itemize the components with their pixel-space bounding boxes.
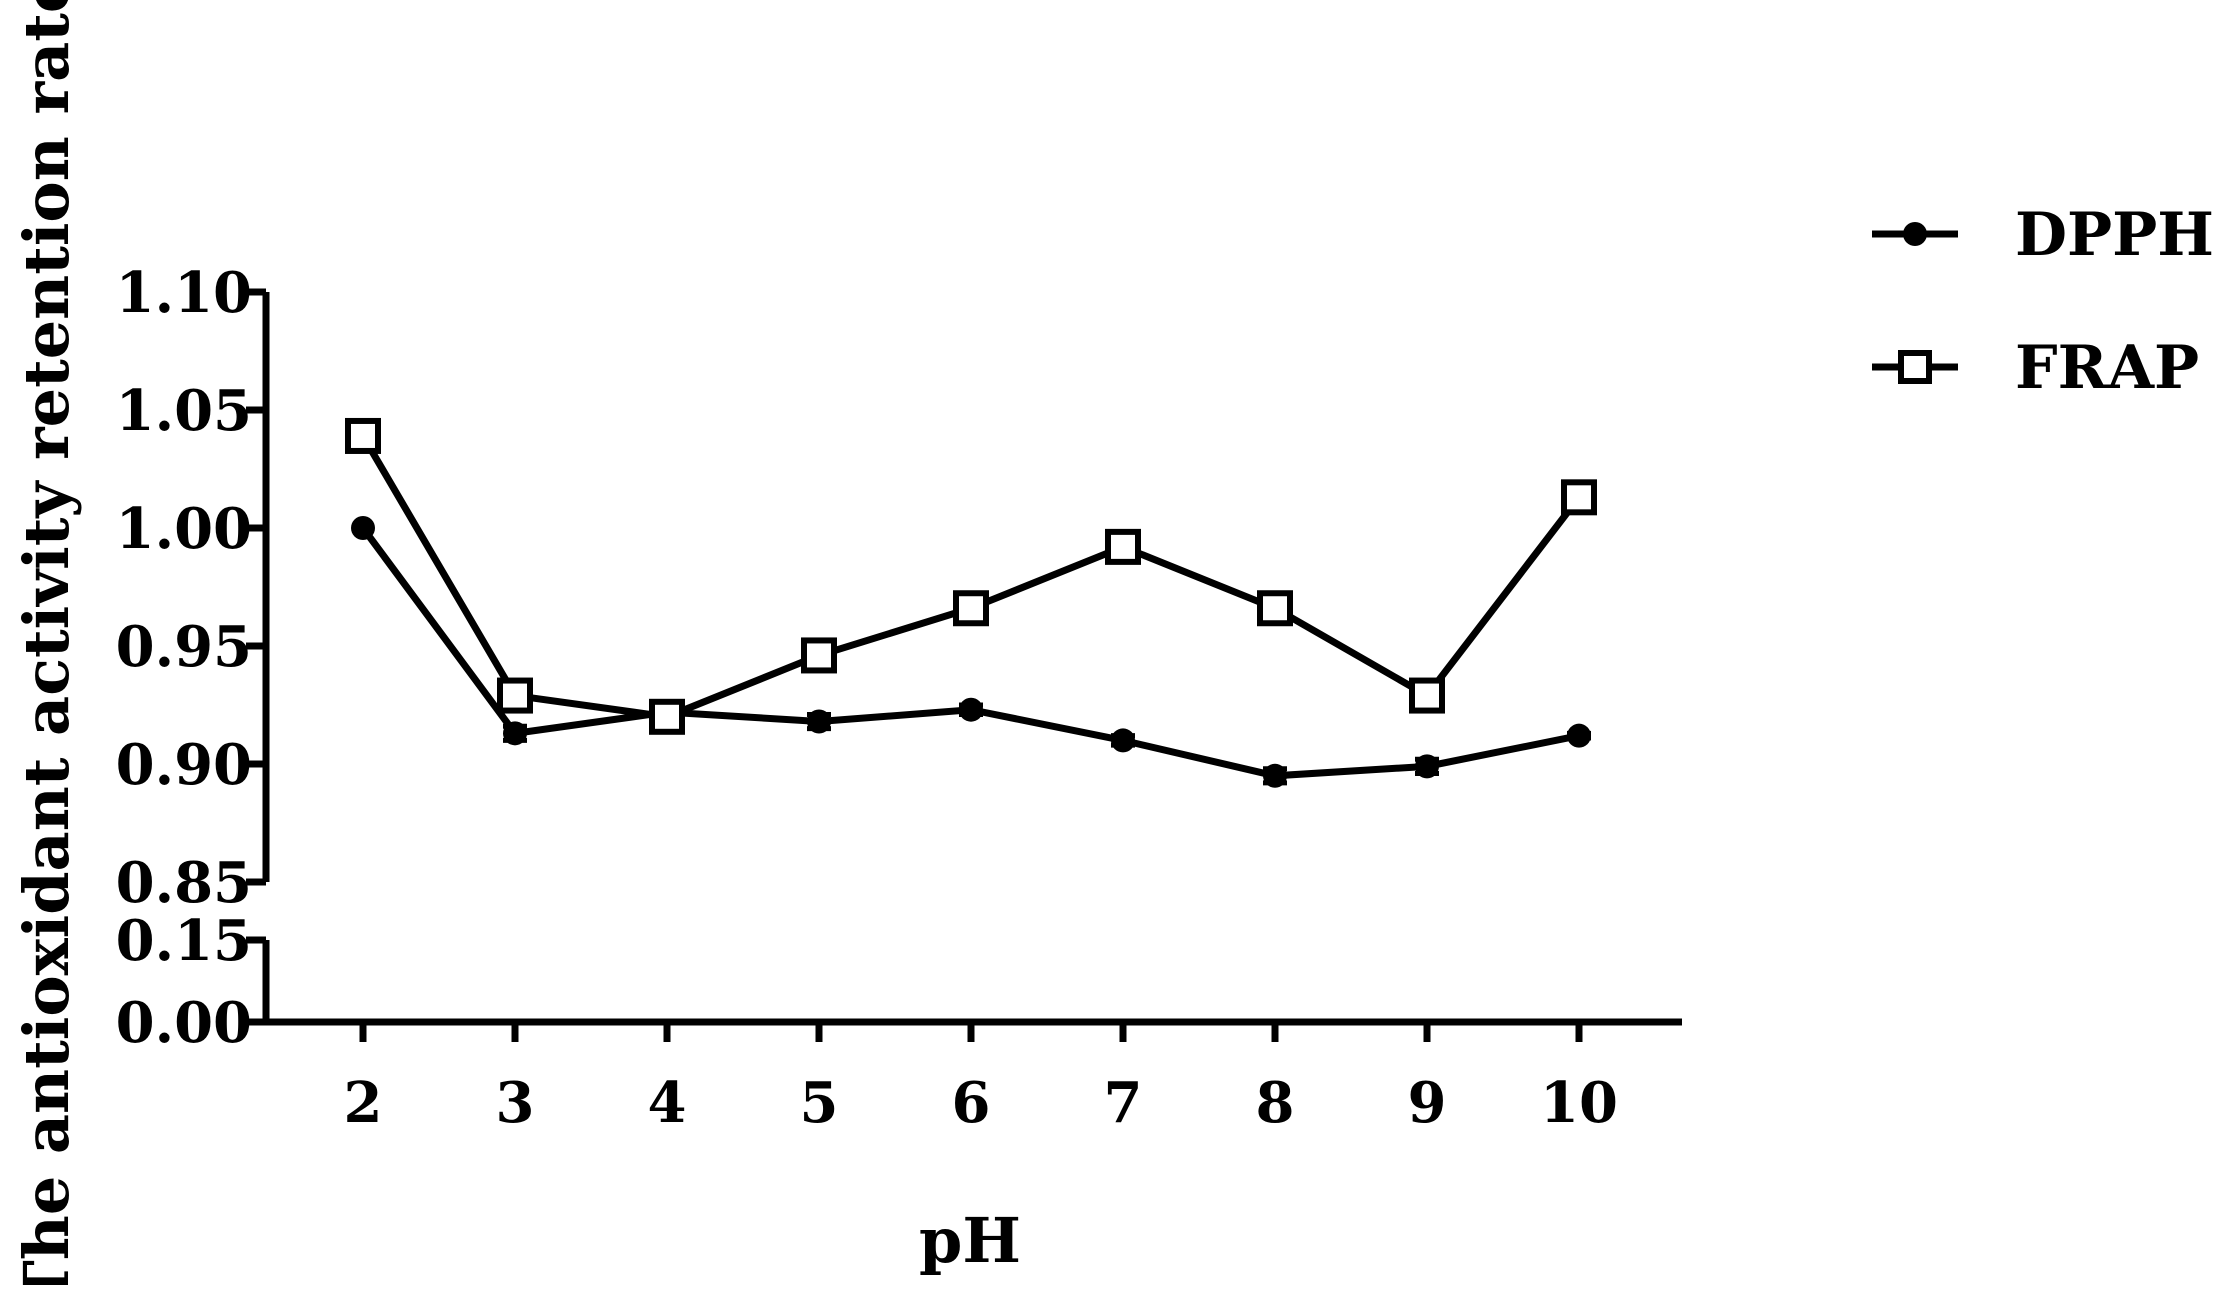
legend: DPPH FRAP	[1872, 200, 2214, 403]
x-tick-label: 7	[1104, 1070, 1143, 1136]
y-axis-title: The antioxidant activity retention rate	[10, 0, 83, 1285]
series-group	[345, 417, 1597, 788]
series-frap	[345, 417, 1597, 735]
y-tick-label: 0.90	[116, 732, 252, 798]
y-tick-label: 1.05	[116, 378, 252, 444]
legend-marker-frap	[1898, 350, 1932, 384]
data-point-dpph	[503, 721, 527, 746]
data-point-frap	[1409, 677, 1445, 714]
series-line-frap	[359, 434, 1582, 721]
data-point-frap	[1105, 528, 1141, 565]
y-tick-label: 1.00	[116, 496, 252, 562]
y-tick-label: 0.85	[116, 850, 252, 916]
data-point-frap	[953, 590, 989, 627]
data-point-frap	[497, 677, 533, 714]
y-tick-label: 0.00	[116, 990, 252, 1056]
x-tick-label: 6	[952, 1070, 991, 1136]
y-tick-label: 0.15	[116, 908, 252, 974]
legend-label-dpph: DPPH	[2015, 200, 2214, 270]
data-point-dpph	[1567, 723, 1591, 748]
legend-item-dpph: DPPH	[1872, 200, 2214, 270]
data-point-dpph	[959, 697, 983, 722]
data-point-frap	[801, 637, 837, 674]
legend-label-frap: FRAP	[2015, 333, 2199, 403]
x-tick-label: 3	[496, 1070, 535, 1136]
data-point-dpph	[807, 709, 831, 734]
data-point-frap	[345, 417, 381, 454]
x-tick-label: 8	[1256, 1070, 1295, 1136]
series-dpph	[351, 516, 1591, 788]
y-tick-label: 1.10	[116, 260, 252, 326]
data-point-frap	[649, 698, 685, 735]
data-point-dpph	[351, 516, 375, 540]
x-tick-label: 4	[648, 1070, 687, 1136]
data-point-dpph	[1263, 763, 1287, 788]
legend-marker-dpph	[1903, 222, 1927, 246]
data-point-dpph	[1415, 754, 1439, 779]
series-line-dpph	[360, 525, 1580, 780]
y-tick-label: 0.95	[116, 614, 252, 680]
data-point-frap	[1257, 590, 1293, 627]
axes	[246, 288, 1682, 1042]
tick-labels: 0.85 0.90 0.95 1.00 1.05 1.10 0.00 0.15 2 3 4 5 6 7 8 9…	[116, 260, 1618, 1136]
x-tick-label: 5	[800, 1070, 839, 1136]
data-point-frap	[1561, 479, 1597, 516]
x-tick-label: 2	[344, 1070, 383, 1136]
x-tick-label: 10	[1540, 1070, 1618, 1136]
legend-item-frap: FRAP	[1872, 333, 2199, 403]
data-point-dpph	[1111, 728, 1135, 753]
x-axis-title: pH	[919, 1204, 1021, 1277]
x-tick-label: 9	[1408, 1070, 1447, 1136]
